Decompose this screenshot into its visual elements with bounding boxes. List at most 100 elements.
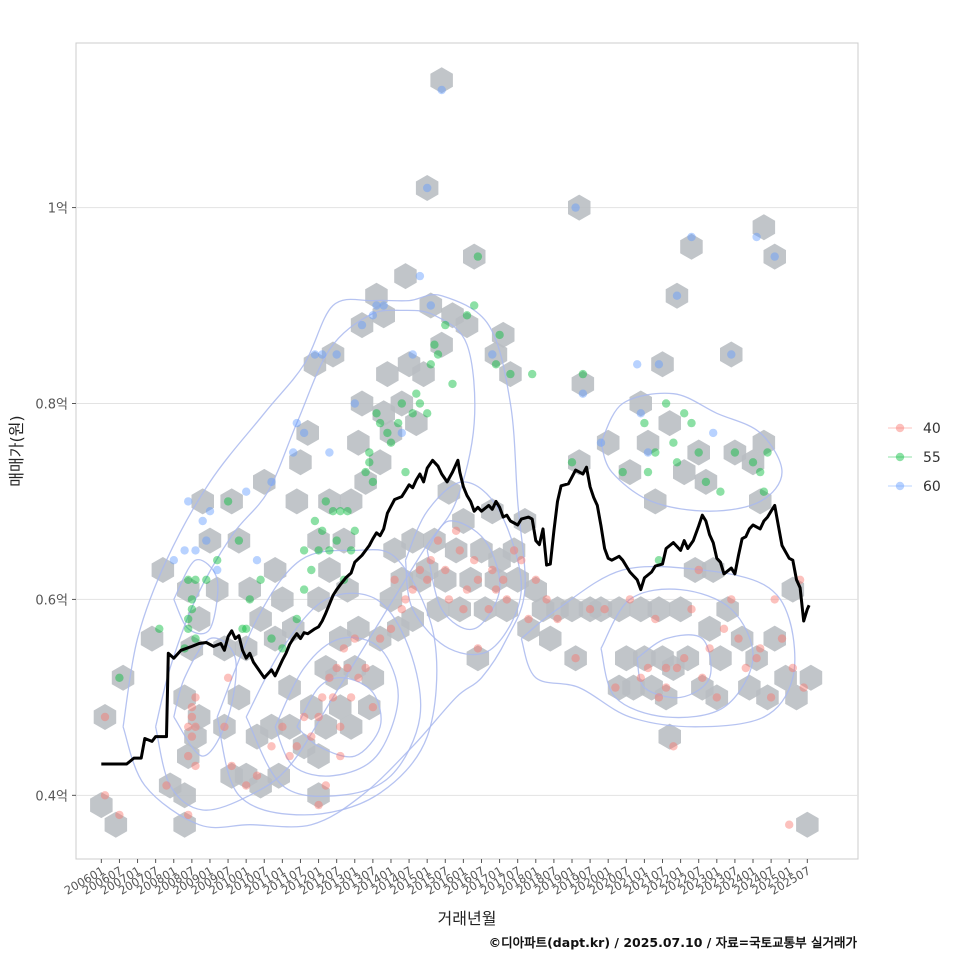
scatter-point-55 xyxy=(759,487,769,496)
scatter-point-60 xyxy=(318,350,327,359)
hexbin-cell xyxy=(314,713,338,740)
scatter-point-40 xyxy=(318,693,327,702)
scatter-point-60 xyxy=(299,428,309,438)
y-tick-label: 1억 xyxy=(48,202,68,217)
hexbin-cell xyxy=(177,576,200,603)
density-contours xyxy=(122,294,796,829)
scatter-point-60 xyxy=(198,516,207,526)
scatter-point-55 xyxy=(343,507,352,516)
scatter-point-55 xyxy=(328,507,338,516)
scatter-point-40 xyxy=(484,605,493,614)
density-contour xyxy=(154,309,476,811)
hexbin-cell xyxy=(763,625,786,652)
scatter-point-40 xyxy=(307,732,316,741)
scatter-point-55 xyxy=(756,467,765,477)
scatter-point-40 xyxy=(770,595,779,604)
hexbin-cell xyxy=(278,674,301,701)
hexbin-cell xyxy=(361,664,385,691)
hexbin-cell xyxy=(752,214,776,241)
hexbin-cell xyxy=(683,557,707,583)
hexbin-cell xyxy=(448,596,471,623)
scatter-point-60 xyxy=(191,546,200,555)
scatter-point-60 xyxy=(770,252,779,261)
scatter-point-55 xyxy=(412,389,421,398)
density-contour xyxy=(636,634,712,699)
hexbin-cell xyxy=(506,566,529,593)
density-contour xyxy=(122,294,526,829)
hexbin-cell xyxy=(654,684,678,711)
scatter-point-40 xyxy=(756,644,765,653)
hexbin-cell xyxy=(350,390,374,417)
density-contour xyxy=(600,588,754,719)
scatter-point-60 xyxy=(350,399,359,408)
hexbin-cell xyxy=(173,684,196,711)
scatter-point-40 xyxy=(328,693,338,702)
scatter-point-40 xyxy=(401,595,410,604)
scatter-point-55 xyxy=(299,585,309,594)
hexbin-cell xyxy=(376,361,399,388)
hexbin-cell xyxy=(263,625,287,652)
hexbin-cell xyxy=(647,596,671,623)
scatter-point-40 xyxy=(115,810,124,820)
density-contour xyxy=(173,559,219,635)
hexbin-cell xyxy=(571,370,595,397)
scatter-point-40 xyxy=(636,673,645,682)
hexbin-cell xyxy=(622,674,645,701)
scatter-point-40 xyxy=(643,663,653,673)
scatter-point-55 xyxy=(394,418,403,428)
scatter-point-40 xyxy=(441,565,450,575)
scatter-point-60 xyxy=(408,350,417,359)
hexbin-cell xyxy=(698,615,721,642)
scatter-point-40 xyxy=(752,654,761,663)
scatter-point-60 xyxy=(426,301,435,310)
y-tick-label: 0.4억 xyxy=(35,789,68,804)
scatter-point-40 xyxy=(278,722,287,731)
scatter-point-55 xyxy=(383,428,392,438)
hexbin-cell xyxy=(372,400,395,427)
legend-key-point xyxy=(895,452,905,462)
scatter-point-55 xyxy=(669,438,678,447)
scatter-point-55 xyxy=(651,448,660,457)
scatter-point-40 xyxy=(799,683,808,692)
scatter-point-40 xyxy=(162,781,171,790)
hexbin-cell xyxy=(615,645,638,672)
hexbin-cell xyxy=(709,645,732,672)
scatter-point-55 xyxy=(325,546,334,555)
scatter-point-55 xyxy=(730,448,740,457)
scatter-point-40 xyxy=(397,605,406,614)
hexbin-cell xyxy=(405,410,428,437)
scatter-point-40 xyxy=(455,546,464,555)
y-tick-label: 0.6억 xyxy=(35,593,68,608)
density-contour xyxy=(404,481,522,656)
scatter-point-40 xyxy=(509,546,519,555)
scatter-point-60 xyxy=(379,301,388,310)
scatter-point-55 xyxy=(401,467,410,477)
scatter-point-40 xyxy=(585,605,595,614)
scatter-point-40 xyxy=(223,673,233,682)
scatter-point-55 xyxy=(716,487,725,496)
hexbin-cell xyxy=(307,527,330,554)
scatter-point-55 xyxy=(462,311,472,320)
scatter-point-60 xyxy=(437,85,446,95)
hexbin-cell xyxy=(705,684,729,711)
scatter-point-60 xyxy=(184,497,193,506)
scatter-point-60 xyxy=(752,232,761,242)
scatter-point-40 xyxy=(423,575,432,584)
scatter-point-40 xyxy=(785,820,794,829)
density-contour xyxy=(520,565,796,728)
scatter-point-40 xyxy=(727,595,736,604)
scatter-point-55 xyxy=(321,497,330,506)
legend-key-point xyxy=(895,481,905,491)
hexbin-cell xyxy=(723,439,747,466)
hexbin-cell xyxy=(524,576,547,603)
density-contour xyxy=(600,392,783,512)
scatter-point-40 xyxy=(336,751,345,761)
scatter-point-40 xyxy=(654,693,664,702)
hexbin-cell xyxy=(238,576,261,603)
scatter-point-55 xyxy=(470,301,479,310)
hexbin-cell xyxy=(401,606,424,632)
density-contour xyxy=(245,592,422,798)
scatter-point-60 xyxy=(180,546,189,555)
scatter-point-55 xyxy=(654,556,664,565)
scatter-point-40 xyxy=(184,751,193,761)
